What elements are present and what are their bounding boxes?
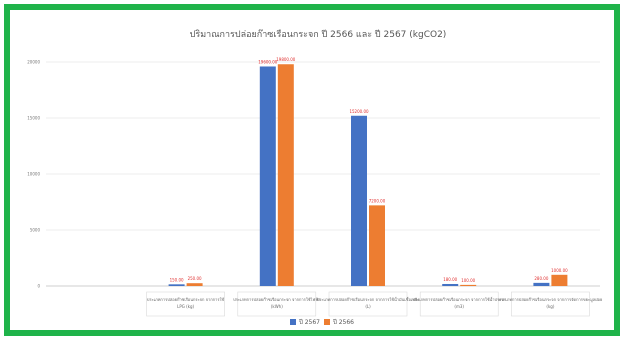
y-tick-label: 20000 xyxy=(27,60,40,65)
bar xyxy=(277,64,294,287)
legend-label: ปี 2567 xyxy=(298,318,320,326)
category-label: ประเภทการปล่อยก๊าซเรือนกระจก จากการใช้น้… xyxy=(317,295,420,309)
y-axis-ticks: 0 5000 10000 15000 20000 xyxy=(27,60,40,289)
category-label-box xyxy=(511,291,590,317)
data-label: 150.00 xyxy=(170,277,184,282)
category-label-box xyxy=(146,291,225,317)
category-label-box xyxy=(237,291,317,317)
bar xyxy=(259,66,276,286)
legend: ปี 2567 ปี 2566 xyxy=(290,318,354,326)
category-label: ประเภทการปล่อยก๊าซเรือนกระจก จากการใช้น้… xyxy=(412,295,506,309)
category-label-box xyxy=(328,291,408,317)
bar xyxy=(369,205,385,286)
bar xyxy=(533,282,550,286)
data-label: 19600.00 xyxy=(258,59,278,64)
bar xyxy=(551,274,568,286)
chart-title: ปริมาณการปล่อยก๊าซเรือนกระจก ปี 2566 และ… xyxy=(190,29,447,40)
bar xyxy=(186,283,203,286)
y-tick-label: 10000 xyxy=(27,172,40,177)
chart-frame xyxy=(4,4,620,336)
bar xyxy=(168,284,185,286)
y-tick-label: 0 xyxy=(37,284,40,289)
data-label: 19800.00 xyxy=(276,57,296,62)
y-tick-label: 5000 xyxy=(30,228,41,233)
category-label-box xyxy=(419,291,499,317)
data-label: 250.00 xyxy=(188,276,202,281)
data-label: 100.00 xyxy=(461,278,475,283)
bar xyxy=(351,115,367,286)
data-label: 7200.00 xyxy=(369,198,386,203)
data-label: 280.00 xyxy=(534,276,548,281)
legend-swatch xyxy=(324,319,330,325)
y-tick-label: 15000 xyxy=(27,116,40,121)
data-label: 1000.00 xyxy=(551,268,568,273)
category-labels: ประเภทการปล่อยก๊าซเรือนกระจก จากการใช้ LP… xyxy=(146,291,602,317)
gridlines xyxy=(46,61,600,287)
category-label: ประเภทการปล่อยก๊าซเรือนกระจก จากการจัดกา… xyxy=(498,297,602,309)
data-label: 15200.00 xyxy=(349,109,369,114)
bar xyxy=(460,284,477,286)
legend-label: ปี 2566 xyxy=(332,318,354,326)
data-label: 180.00 xyxy=(443,277,457,282)
legend-swatch xyxy=(290,319,296,325)
bar xyxy=(442,283,459,286)
category-label: ประเภทการปล่อยก๊าซเรือนกระจก จากการใช้ไฟ… xyxy=(233,297,320,309)
category-label: ประเภทการปล่อยก๊าซเรือนกระจก จากการใช้ LP… xyxy=(147,297,225,309)
bars xyxy=(168,64,568,287)
